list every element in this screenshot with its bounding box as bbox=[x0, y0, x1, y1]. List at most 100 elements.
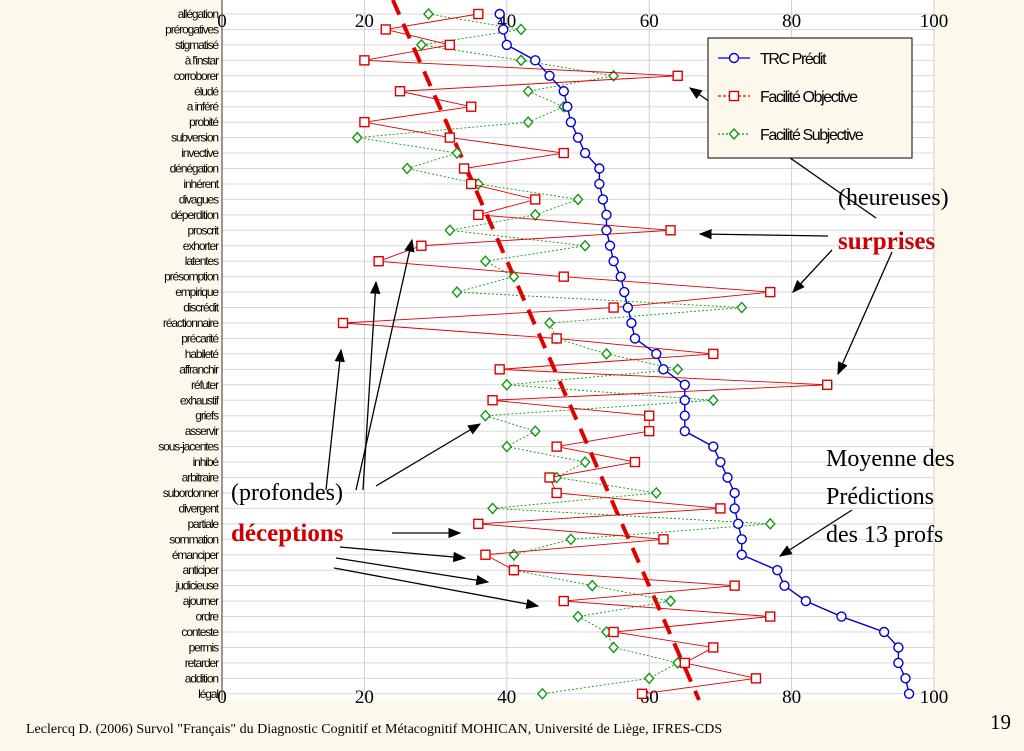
diamond-point bbox=[444, 224, 456, 237]
category-label: permis bbox=[189, 640, 220, 654]
legend-label: Facilité Objective bbox=[760, 89, 858, 106]
category-label: exhaustif bbox=[180, 393, 220, 407]
diamond-point bbox=[565, 533, 577, 546]
diamond-point bbox=[601, 347, 612, 360]
square-point bbox=[530, 194, 541, 205]
category-label: proscrit bbox=[187, 223, 219, 237]
category-label: dénégation bbox=[170, 162, 219, 176]
square-point bbox=[708, 348, 719, 360]
circle-point bbox=[878, 626, 890, 638]
circle-point bbox=[597, 194, 609, 205]
category-label: habileté bbox=[185, 347, 220, 361]
category-label: divergent bbox=[179, 501, 220, 515]
category-label: corroborer bbox=[174, 69, 219, 83]
diamond-point bbox=[672, 363, 684, 376]
profondes-label: (profondes) bbox=[231, 480, 343, 506]
category-label: asservir bbox=[185, 424, 219, 438]
circle-point bbox=[729, 487, 740, 499]
diamond-point bbox=[643, 672, 655, 685]
circle-point bbox=[736, 549, 747, 560]
category-label: sommation bbox=[169, 532, 218, 546]
category-label: discrédit bbox=[183, 301, 220, 315]
square-point bbox=[544, 472, 555, 483]
square-point bbox=[473, 518, 484, 530]
circle-point bbox=[562, 101, 573, 112]
square-point bbox=[558, 147, 569, 159]
category-label: ordre bbox=[195, 610, 219, 624]
diamond-point bbox=[351, 131, 363, 144]
diamond-point bbox=[508, 270, 520, 283]
legend-marker bbox=[728, 127, 740, 141]
category-label: arbitraire bbox=[182, 471, 220, 485]
category-label: ajourner bbox=[183, 594, 219, 608]
x-tick-label-top: 100 bbox=[920, 11, 949, 32]
annotation-arrow bbox=[335, 557, 490, 586]
diamond-point bbox=[764, 517, 776, 530]
diamond-point bbox=[579, 456, 591, 469]
circle-point bbox=[579, 147, 591, 159]
square-point bbox=[765, 286, 776, 298]
circle-point bbox=[658, 364, 669, 375]
category-label: réactionnaire bbox=[163, 316, 220, 330]
square-point bbox=[644, 425, 655, 437]
square-point bbox=[373, 256, 384, 267]
diamond-point bbox=[487, 502, 499, 515]
square-point bbox=[494, 364, 505, 375]
diamond-point bbox=[707, 394, 719, 407]
circle-point bbox=[565, 116, 577, 128]
x-tick-label-top: 60 bbox=[640, 11, 659, 32]
slide-number: 19 bbox=[990, 710, 1011, 734]
trend-line bbox=[391, 0, 701, 701]
circle-point bbox=[651, 348, 662, 360]
category-label: sous-jacentes bbox=[158, 440, 219, 454]
diamond-point bbox=[522, 116, 534, 129]
annotation-arrow bbox=[339, 546, 467, 563]
circle-point bbox=[498, 24, 509, 35]
square-point bbox=[558, 595, 569, 607]
category-label: probité bbox=[189, 115, 219, 129]
category-label: présomption bbox=[164, 270, 218, 284]
square-point bbox=[394, 86, 406, 97]
diamond-point bbox=[479, 409, 491, 422]
x-tick-label-top: 80 bbox=[782, 11, 801, 32]
x-tick-label-bottom: 20 bbox=[355, 687, 374, 708]
circle-point bbox=[836, 611, 847, 622]
diamond-point bbox=[522, 85, 534, 98]
square-point bbox=[473, 209, 484, 221]
category-label: allégation bbox=[178, 7, 219, 21]
gridlines bbox=[221, 0, 935, 700]
circle-point bbox=[629, 333, 641, 344]
heureuses-label: (heureuses) bbox=[838, 185, 949, 211]
diamond-point bbox=[501, 378, 513, 391]
category-label: légal bbox=[198, 687, 218, 701]
legend-marker bbox=[728, 52, 740, 64]
circle-point bbox=[615, 271, 626, 282]
square-point bbox=[359, 116, 370, 128]
annotation-arrow bbox=[698, 228, 829, 240]
square-point bbox=[750, 673, 762, 684]
square-point bbox=[644, 410, 655, 421]
category-label: divagues bbox=[179, 192, 219, 206]
square-point bbox=[715, 503, 726, 514]
square-point bbox=[658, 534, 669, 545]
category-label: retarder bbox=[185, 656, 219, 670]
diamond-point bbox=[515, 23, 527, 36]
annotation-arrow bbox=[355, 238, 415, 491]
category-label: a inféré bbox=[187, 100, 220, 114]
deceptions-label: déceptions bbox=[231, 520, 344, 547]
square-point bbox=[551, 333, 562, 344]
moyenne-label-line3: des 13 profs bbox=[826, 522, 944, 548]
circle-point bbox=[619, 286, 630, 298]
category-label: griefs bbox=[195, 409, 219, 423]
diamond-point bbox=[665, 595, 677, 608]
legend-label: TRC Prédit bbox=[760, 51, 827, 68]
x-tick-label-bottom: 40 bbox=[497, 687, 516, 708]
square-point bbox=[458, 163, 470, 174]
square-point bbox=[679, 657, 690, 669]
category-label: à l'instar bbox=[185, 53, 219, 67]
square-point bbox=[487, 395, 498, 406]
circle-point bbox=[893, 642, 904, 653]
annotation-arrow bbox=[792, 249, 833, 293]
